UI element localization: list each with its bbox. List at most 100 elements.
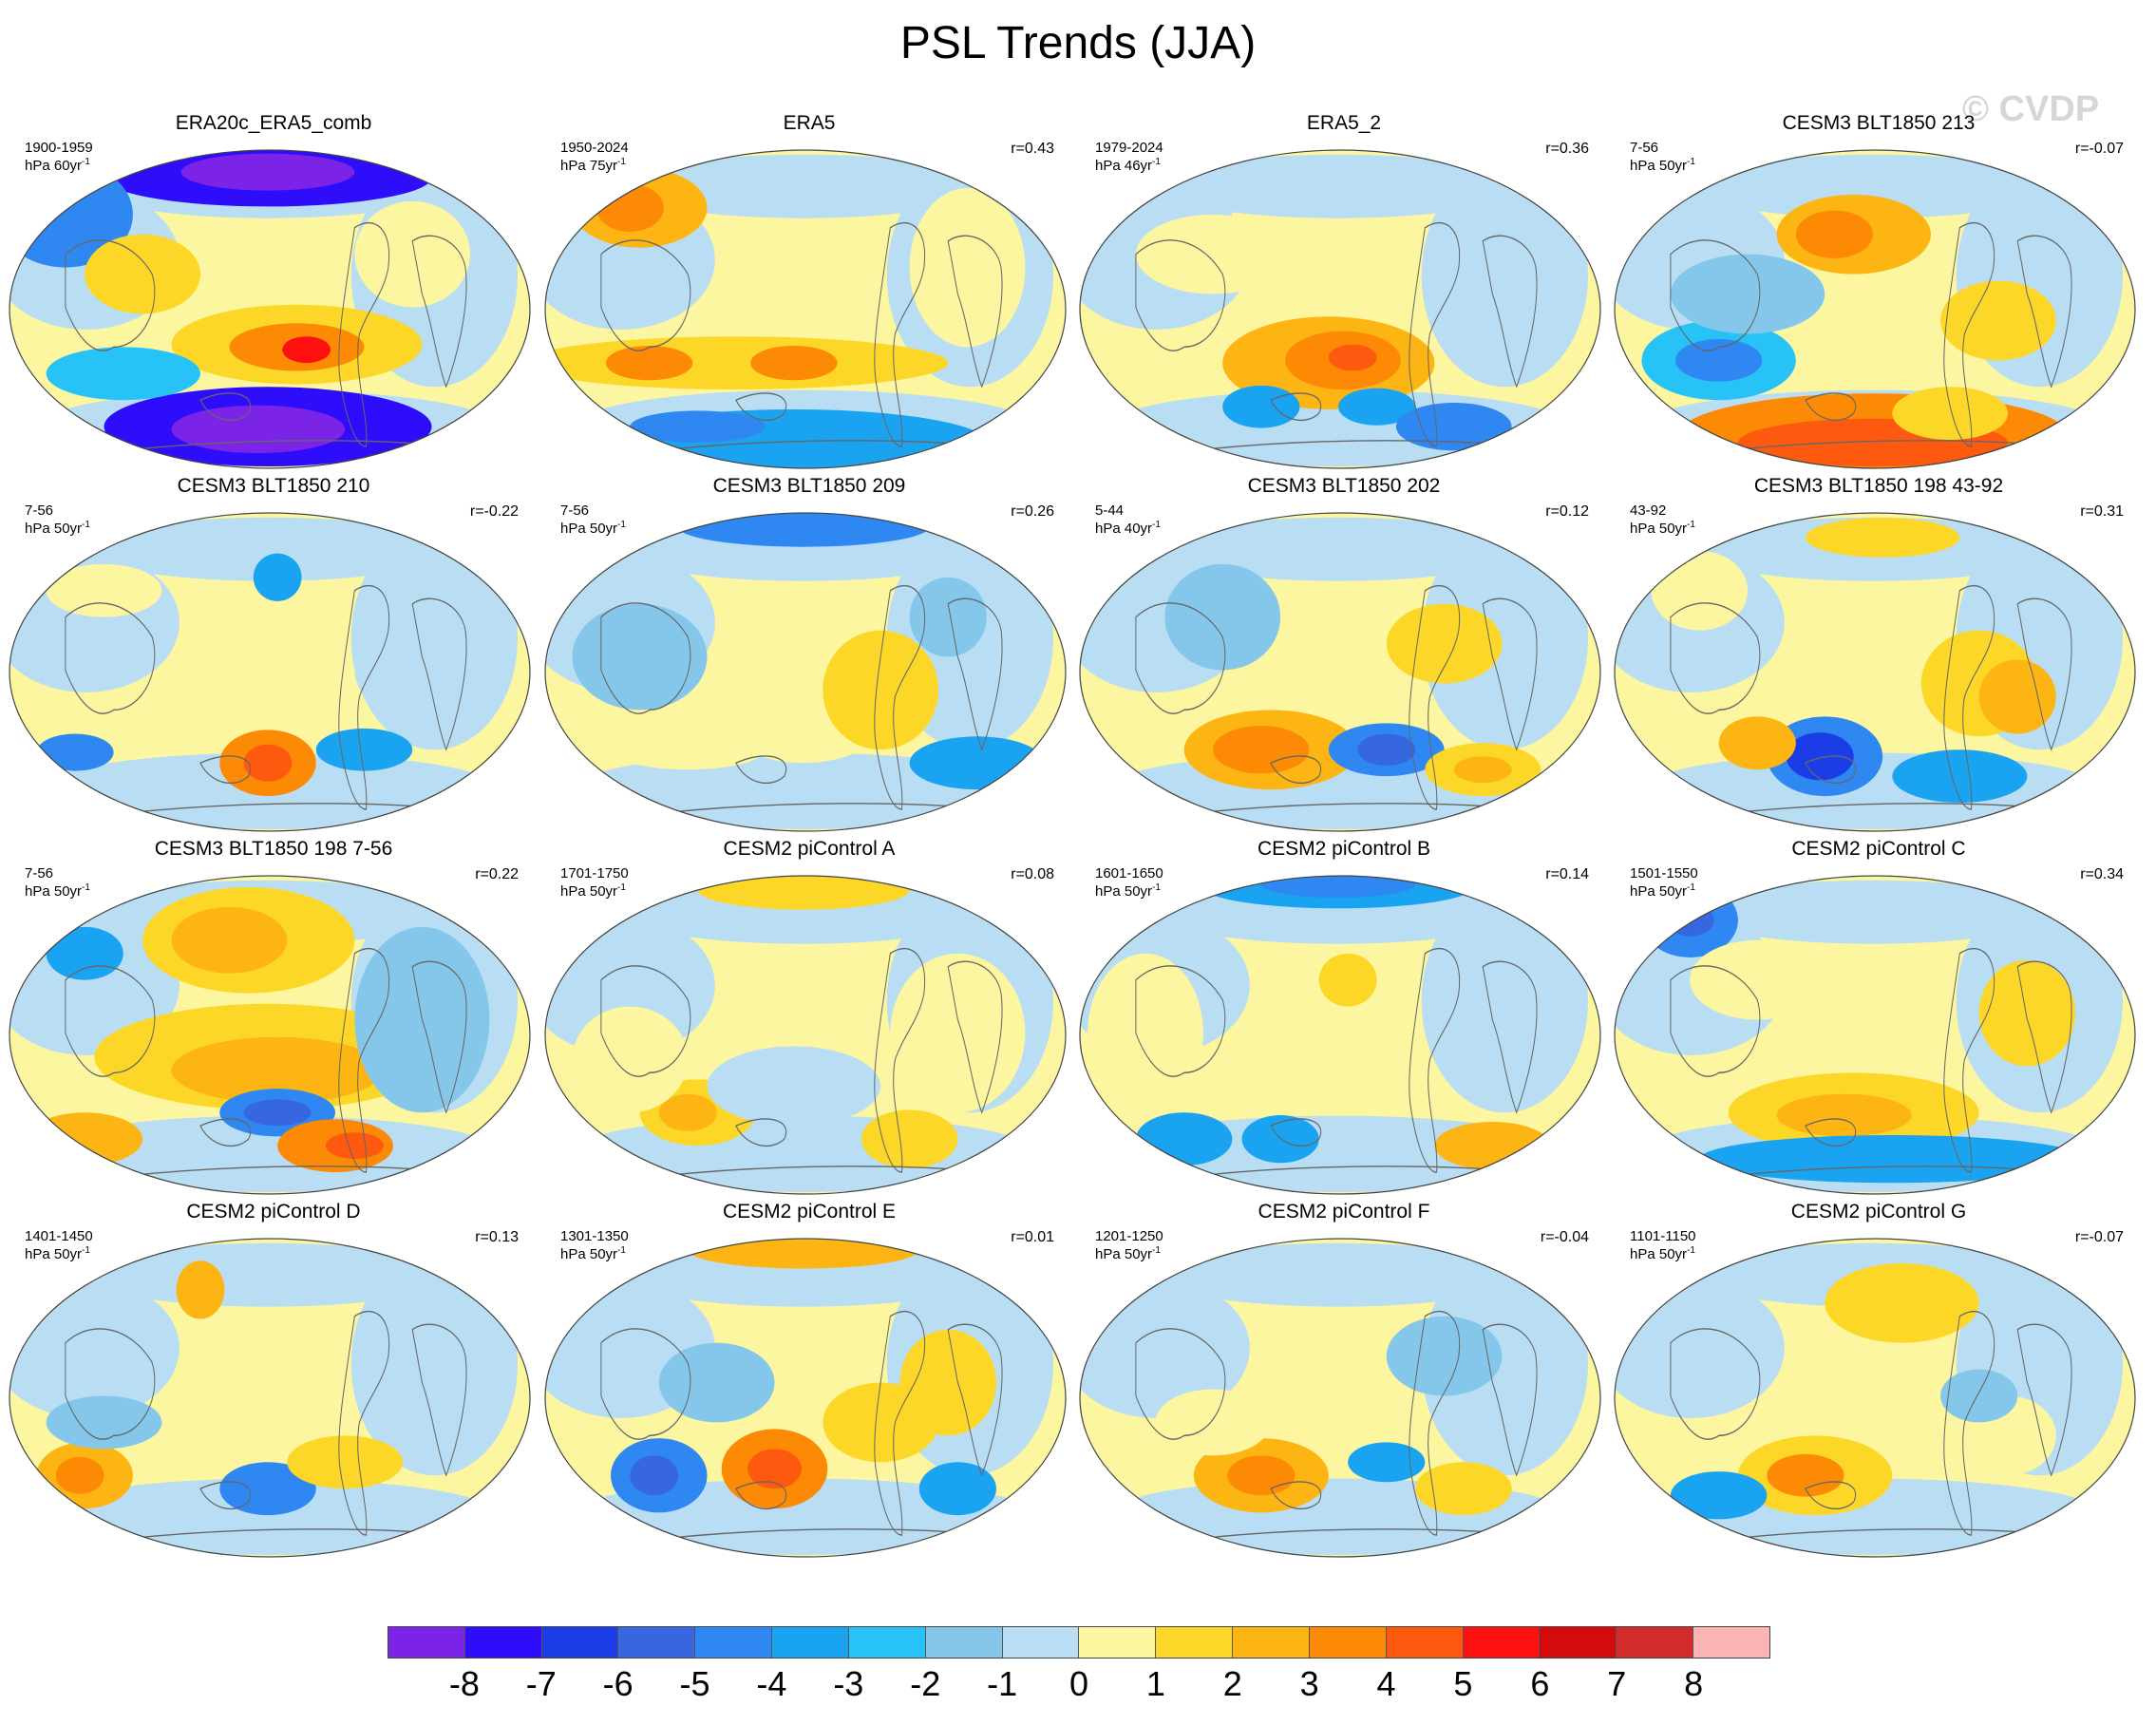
coastline xyxy=(1270,1481,1322,1510)
colorbar-tick-label: -3 xyxy=(833,1664,864,1703)
colorbar-swatch xyxy=(1233,1627,1310,1658)
coastline xyxy=(735,1481,787,1510)
panel-years: 1701-1750 xyxy=(560,865,629,881)
panel-units: hPa 46yr-1 xyxy=(1095,157,1161,174)
panel-correlation: r=0.22 xyxy=(475,866,519,882)
panel-correlation: r=-0.22 xyxy=(469,503,519,520)
trend-contour xyxy=(1795,210,1873,258)
colorbar-tick-label: -1 xyxy=(987,1664,1018,1703)
trend-map xyxy=(1079,1238,1601,1558)
colorbar-swatch xyxy=(541,1627,619,1658)
coastline xyxy=(1482,960,1538,1114)
coastline xyxy=(947,1323,1003,1477)
map-panel: CESM2 piControl B 1601-1650 hPa 50yr-1 r=0.… xyxy=(1078,838,1610,1195)
coastline xyxy=(735,392,787,422)
coastline xyxy=(411,1323,467,1477)
colorbar xyxy=(388,1626,1770,1659)
panel-years: 43-92 xyxy=(1630,502,1667,519)
colorbar-swatch xyxy=(925,1627,1003,1658)
colorbar-tick-label: -4 xyxy=(756,1664,787,1703)
map-panel: CESM2 piControl E 1301-1350 hPa 50yr-1 r=0.… xyxy=(543,1201,1075,1558)
coastline xyxy=(65,602,156,714)
trend-contour xyxy=(354,200,471,308)
coastline xyxy=(199,1481,252,1510)
coastline xyxy=(338,222,390,447)
trend-contour xyxy=(545,336,949,390)
panel-units: hPa 60yr-1 xyxy=(25,157,90,174)
trend-contour xyxy=(1227,1455,1295,1496)
trend-map xyxy=(1079,512,1601,832)
colorbar-swatch xyxy=(1463,1627,1541,1658)
panel-title: CESM2 piControl A xyxy=(723,838,896,860)
coastline xyxy=(1805,392,1857,422)
trend-contour xyxy=(1690,939,1825,1020)
coastline xyxy=(1409,585,1461,810)
trend-contour xyxy=(1415,1462,1512,1516)
panel-units: hPa 50yr-1 xyxy=(25,1245,90,1262)
map-border xyxy=(1614,1238,2136,1558)
panel-units: hPa 50yr-1 xyxy=(25,882,90,900)
panel-title: ERA5_2 xyxy=(1306,112,1382,134)
panel-units: hPa 50yr-1 xyxy=(1630,520,1695,537)
map-border xyxy=(9,149,531,469)
trend-contour xyxy=(282,336,331,364)
trend-contour xyxy=(46,563,162,617)
trend-contour xyxy=(180,153,355,191)
map-panel: CESM2 piControl F 1201-1250 hPa 50yr-1 r=-0… xyxy=(1078,1201,1610,1558)
trend-contour xyxy=(1670,254,1825,334)
trend-contour xyxy=(1386,1316,1503,1396)
coastline xyxy=(1482,1323,1538,1477)
map-panel: ERA20c_ERA5_comb 1900-1959 hPa 60yr-1 xyxy=(8,112,539,469)
panel-title: CESM3 BLT1850 209 xyxy=(712,475,906,497)
coastline xyxy=(1670,965,1761,1077)
panel-title: CESM3 BLT1850 210 xyxy=(177,475,370,497)
trend-contour xyxy=(707,1046,881,1127)
coastline xyxy=(1270,755,1322,785)
trend-contour xyxy=(1805,517,1960,558)
map-panel: CESM3 BLT1850 198 43-92 43-92 hPa 50yr-1 r=… xyxy=(1613,475,2145,832)
trend-contour xyxy=(1087,953,1203,1113)
map-border xyxy=(1614,875,2136,1195)
coastline xyxy=(600,602,691,714)
map-panel: CESM3 BLT1850 210 7-56 hPa 50yr-1 r=-0.22 xyxy=(8,475,539,832)
trend-contour xyxy=(1699,1134,2086,1184)
coastline xyxy=(947,597,1003,751)
trend-map xyxy=(1079,149,1601,469)
trend-contour xyxy=(1892,749,2028,804)
colorbar-tick-label: 5 xyxy=(1453,1664,1473,1703)
panel-correlation: r=-0.07 xyxy=(2074,1229,2124,1245)
trend-contour xyxy=(243,1099,312,1127)
panel-years: 1101-1150 xyxy=(1630,1228,1696,1244)
colorbar-swatch xyxy=(1386,1627,1464,1658)
trend-contour xyxy=(27,1112,143,1166)
trend-contour xyxy=(605,345,693,381)
colorbar-tick-label: -2 xyxy=(910,1664,941,1703)
map-border xyxy=(544,512,1067,832)
coastline xyxy=(1670,1328,1761,1440)
coastline xyxy=(2016,597,2072,751)
panel-title: ERA20c_ERA5_comb xyxy=(175,112,372,134)
trend-contour xyxy=(1213,726,1310,774)
trend-contour xyxy=(46,347,200,401)
trend-contour xyxy=(46,926,123,980)
trend-contour xyxy=(1328,344,1377,371)
trend-contour xyxy=(1164,563,1281,671)
panel-years: 1201-1250 xyxy=(1095,1228,1163,1244)
trend-contour xyxy=(1665,904,1714,937)
panel-correlation: r=0.26 xyxy=(1011,503,1054,520)
map-panel: ERA5 1950-2024 hPa 75yr-1 r=0.43 xyxy=(543,112,1075,469)
panel-years: 7-56 xyxy=(25,865,54,881)
trend-contour xyxy=(630,410,766,443)
trend-contour xyxy=(1155,1389,1271,1456)
colorbar-tick-label: 1 xyxy=(1145,1664,1165,1703)
trend-contour xyxy=(1135,1112,1233,1166)
coastline xyxy=(411,597,467,751)
colorbar-swatch xyxy=(1309,1627,1387,1658)
colorbar-swatch xyxy=(464,1627,542,1658)
panel-years: 1979-2024 xyxy=(1095,140,1163,156)
trend-contour xyxy=(630,1455,679,1496)
map-border xyxy=(544,1238,1067,1558)
coastline xyxy=(65,1328,156,1440)
coastline xyxy=(874,1311,926,1536)
coastline xyxy=(1943,222,1995,447)
